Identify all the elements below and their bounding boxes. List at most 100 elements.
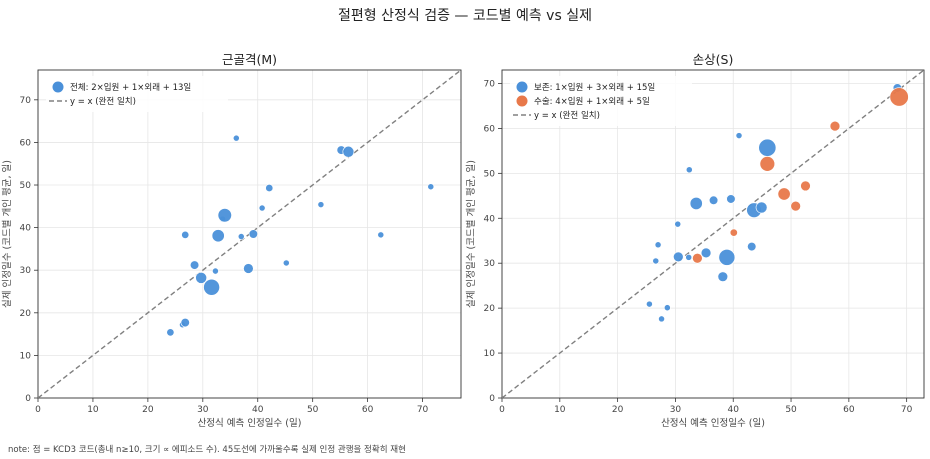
x-tick-label: 70 [417,405,429,415]
data-point-series-1 [747,241,757,252]
legend-box [510,76,692,126]
y-tick-label: 10 [484,349,496,359]
legend-label: 수술: 4×입원 + 1×외래 + 5일 [534,96,650,107]
data-point-series-1 [726,194,736,204]
x-tick-label: 0 [35,405,41,415]
x-axis-label: 산정식 예측 인정일수 (일) [198,418,302,429]
data-point-series-1 [180,318,190,328]
diagonal-line [501,69,925,399]
data-point-series-1 [232,134,240,142]
data-point-series-1 [658,315,665,323]
y-tick-label: 20 [20,309,32,319]
data-point-series-2 [777,187,791,201]
data-point-series-1 [427,183,435,191]
data-point-series-1 [685,166,693,174]
data-point-series-1 [203,278,220,296]
data-point-series-1 [189,260,200,270]
x-tick-label: 0 [499,405,505,415]
legend-label: 보존: 1×입원 + 3×외래 + 15일 [534,82,655,93]
data-point-series-2 [692,253,703,264]
y-tick-label: 30 [484,259,496,269]
x-tick-label: 60 [843,405,855,415]
data-point-series-1 [217,208,232,223]
data-point-series-1 [317,201,325,208]
y-tick-label: 50 [20,181,32,191]
legend-label: 전체: 2×입원 + 1×외래 + 13일 [70,82,191,93]
data-point-series-1 [755,201,768,214]
data-point-series-1 [700,247,712,259]
y-tick-label: 60 [484,124,496,134]
legend-diagonal-label: y = x (완전 일치) [534,110,600,121]
data-point-series-1 [758,138,777,157]
x-tick-label: 50 [785,405,797,415]
y-axis-label: 실제 인정일수 (코드별 개인 평균, 일) [2,160,13,308]
data-point-series-1 [663,304,671,312]
data-point-series-2 [790,200,801,212]
x-tick-label: 10 [87,405,99,415]
y-tick-label: 50 [484,169,496,179]
data-point-series-1 [673,251,684,263]
x-axis-label: 산정식 예측 인정일수 (일) [661,418,765,429]
y-tick-label: 40 [484,214,496,224]
x-tick-label: 50 [307,405,319,415]
data-point-series-1 [243,263,254,274]
x-tick-label: 10 [554,405,566,415]
y-tick-label: 70 [20,96,32,106]
data-point-series-1 [212,267,219,275]
data-point-series-1 [195,272,207,284]
data-point-series-1 [282,259,290,267]
data-point-series-1 [248,229,258,239]
legend-marker [52,81,64,93]
data-point-series-1 [258,204,266,212]
legend-diagonal-label: y = x (완전 일치) [70,96,136,107]
x-tick-label: 40 [728,405,740,415]
panel-musculoskeletal: 0 10 20 30 40 50 60 70 0 10 20 30 40 50 60 70 근골격(M) 산정식 … [2,52,462,429]
data-point-series-1 [181,230,190,239]
data-point-series-1 [689,196,703,210]
y-tick-label: 70 [484,79,496,89]
plot-frame [37,69,462,399]
y-axis-label: 실제 인정일수 (코드별 개인 평균, 일) [466,160,477,308]
data-point-series-1 [265,184,274,192]
panel-injury: 0 10 20 30 40 50 60 70 0 10 20 30 40 50 60 70 손상(S) 산정식 예… [466,52,925,429]
data-point-series-2 [829,120,841,132]
data-point-series-2 [729,228,738,237]
y-tick-label: 10 [20,351,32,361]
data-point-series-2 [889,87,909,107]
data-point-series-1 [717,271,729,282]
data-point-series-1 [718,249,736,266]
data-point-series-1 [735,132,743,139]
data-point-series-1 [377,231,385,239]
plot-frame [501,69,925,399]
data-point-series-1 [237,233,245,240]
data-point-series-1 [646,300,653,308]
figure-note: note: 점 = KCD3 코드(총내 n≥10, 크기 ∝ 에피소드 수).… [8,444,406,455]
x-tick-label: 30 [670,405,682,415]
y-tick-label: 30 [20,266,32,276]
panel-title: 손상(S) [693,52,734,67]
x-tick-label: 60 [362,405,374,415]
data-point-series-1 [685,254,693,261]
legend-box [46,76,228,112]
y-tick-label: 20 [484,304,496,314]
x-tick-label: 20 [142,405,154,415]
legend-marker [516,95,528,107]
figure-title: 절편형 산정식 검증 — 코드별 예측 vs 실제 [338,8,592,24]
y-tick-label: 60 [20,138,32,148]
data-point-series-1 [708,195,719,205]
x-tick-label: 30 [197,405,209,415]
data-point-series-1 [674,220,682,228]
x-tick-label: 20 [612,405,624,415]
y-tick-label: 0 [25,394,31,404]
data-point-series-1 [342,145,355,158]
data-point-series-2 [800,180,811,192]
y-tick-label: 40 [20,224,32,234]
data-point-series-1 [652,257,660,265]
panel-title: 근골격(M) [222,52,277,67]
data-point-series-1 [211,229,225,243]
data-point-series-1 [166,328,175,337]
legend-marker [516,81,528,93]
data-point-series-2 [759,156,776,172]
